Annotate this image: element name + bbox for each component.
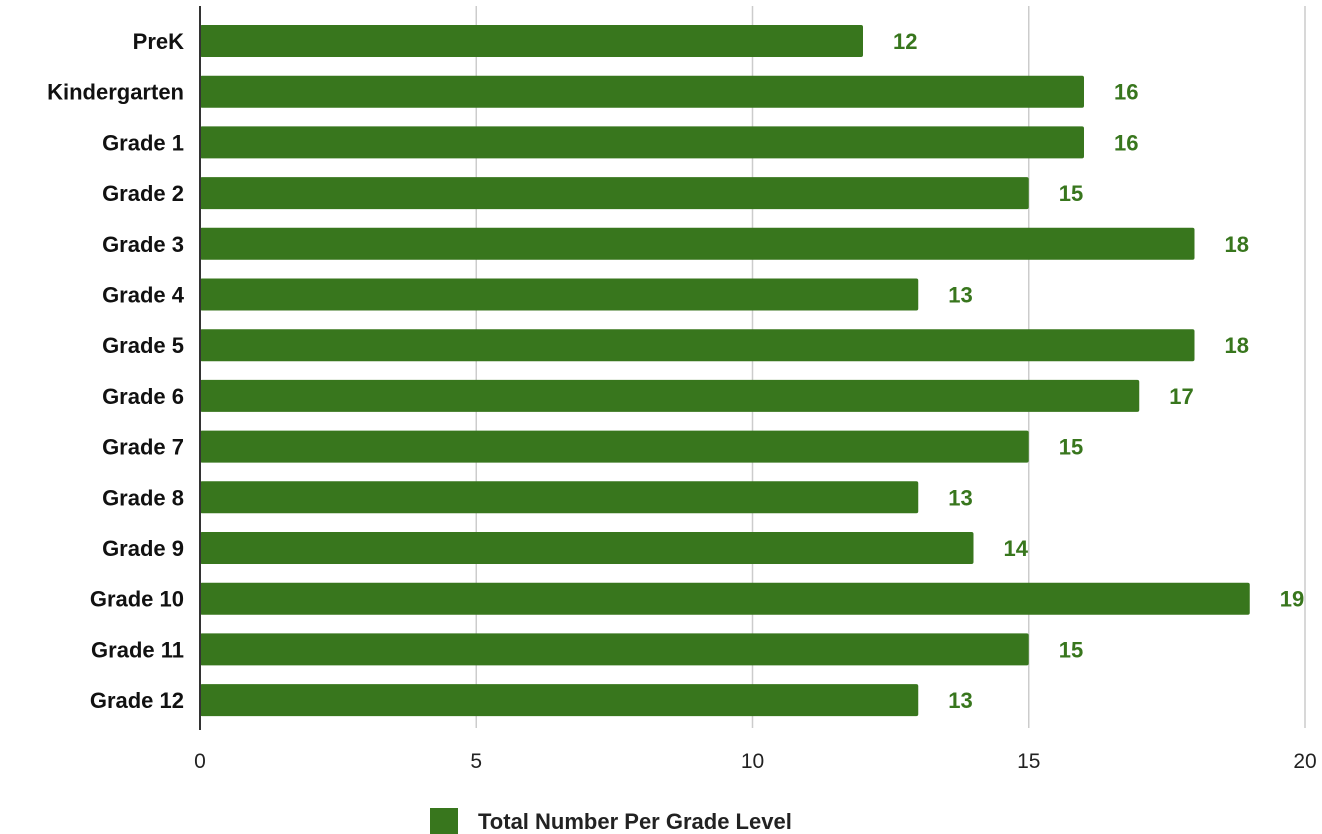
- category-label: Grade 7: [102, 435, 184, 460]
- data-label: 16: [1114, 130, 1138, 155]
- legend-label: Total Number Per Grade Level: [478, 809, 792, 834]
- x-tick-label: 0: [194, 750, 206, 773]
- bar: [200, 126, 1084, 159]
- bar: [200, 481, 919, 514]
- category-label: Grade 9: [102, 536, 184, 561]
- data-label: 13: [948, 283, 972, 308]
- bar: [200, 329, 1195, 362]
- bar: [200, 430, 1029, 463]
- data-label: 13: [948, 688, 972, 713]
- category-label: Grade 10: [90, 587, 184, 612]
- x-tick-label: 10: [741, 750, 764, 773]
- gridlines: [475, 6, 1306, 728]
- bar: [200, 227, 1195, 260]
- bar: [200, 177, 1029, 210]
- x-tick-label: 5: [470, 750, 482, 773]
- data-label: 15: [1059, 181, 1083, 206]
- data-label: 13: [948, 485, 972, 510]
- category-label: Grade 11: [91, 637, 184, 662]
- bar: [200, 582, 1250, 615]
- labels: 0 5 10 15 20 PreK 12 Kindergarten 16 Grade 1 16 Gra…: [47, 29, 1317, 773]
- legend: Total Number Per Grade Level: [430, 808, 792, 834]
- category-label: Grade 12: [90, 688, 184, 713]
- data-label: 18: [1225, 333, 1249, 358]
- bar: [200, 684, 919, 717]
- category-label: Kindergarten: [47, 80, 184, 105]
- category-label: Grade 1: [102, 130, 184, 155]
- bar: [200, 379, 1140, 412]
- data-label: 12: [893, 29, 917, 54]
- data-label: 17: [1169, 384, 1193, 409]
- category-label: Grade 8: [102, 485, 184, 510]
- data-label: 14: [1004, 536, 1029, 561]
- x-tick-label: 20: [1293, 750, 1316, 773]
- data-label: 15: [1059, 435, 1083, 460]
- bar: [200, 278, 919, 311]
- x-tick-label: 15: [1017, 750, 1040, 773]
- legend-swatch: [430, 808, 458, 834]
- bar: [200, 532, 974, 564]
- category-label: Grade 4: [102, 283, 185, 308]
- data-label: 16: [1114, 80, 1138, 105]
- category-label: Grade 5: [102, 333, 184, 358]
- data-label: 18: [1225, 232, 1249, 257]
- bar: [200, 633, 1029, 666]
- category-label: Grade 2: [102, 181, 184, 206]
- category-label: PreK: [133, 29, 184, 54]
- data-label: 19: [1280, 587, 1304, 612]
- data-label: 15: [1059, 637, 1083, 662]
- bar: [200, 75, 1084, 108]
- category-label: Grade 3: [102, 232, 184, 257]
- bars: [200, 25, 1250, 717]
- category-label: Grade 6: [102, 384, 184, 409]
- bar: [200, 25, 863, 57]
